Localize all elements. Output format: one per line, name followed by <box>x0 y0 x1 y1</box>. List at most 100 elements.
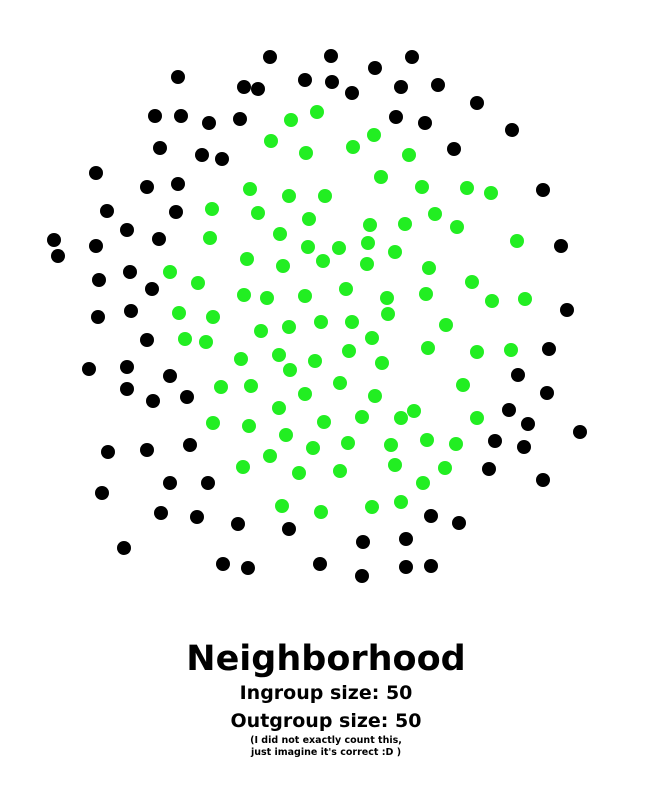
outgroup-dot <box>482 462 496 476</box>
outgroup-dot <box>95 486 109 500</box>
outgroup-dot <box>345 86 359 100</box>
outgroup-dot <box>120 360 134 374</box>
ingroup-dot <box>375 356 389 370</box>
outgroup-dot <box>140 333 154 347</box>
ingroup-dot <box>298 289 312 303</box>
outgroup-dot <box>560 303 574 317</box>
ingroup-dot <box>380 291 394 305</box>
ingroup-dot <box>272 401 286 415</box>
ingroup-dot <box>339 282 353 296</box>
outgroup-dot <box>554 239 568 253</box>
ingroup-dot <box>314 315 328 329</box>
outgroup-dot <box>368 61 382 75</box>
outgroup-dot <box>399 532 413 546</box>
ingroup-dot <box>333 464 347 478</box>
outgroup-dot <box>424 509 438 523</box>
ingroup-dot <box>384 438 398 452</box>
outgroup-dot <box>153 141 167 155</box>
ingroup-dot <box>279 428 293 442</box>
outgroup-dot <box>101 445 115 459</box>
outgroup-dot <box>120 223 134 237</box>
ingroup-dot <box>301 240 315 254</box>
ingroup-dot <box>360 257 374 271</box>
ingroup-dot <box>318 189 332 203</box>
outgroup-dot <box>237 80 251 94</box>
outgroup-dot <box>263 50 277 64</box>
outgroup-dot <box>573 425 587 439</box>
outgroup-dot <box>195 148 209 162</box>
ingroup-dot <box>273 227 287 241</box>
ingroup-dot <box>460 181 474 195</box>
ingroup-dot <box>342 344 356 358</box>
outgroup-dot <box>521 417 535 431</box>
outgroup-size-label: Outgroup size: 50 <box>230 710 422 732</box>
ingroup-dot <box>450 220 464 234</box>
ingroup-dot <box>191 276 205 290</box>
outgroup-dot <box>505 123 519 137</box>
ingroup-dot <box>365 331 379 345</box>
ingroup-dot <box>236 460 250 474</box>
ingroup-dot <box>276 259 290 273</box>
outgroup-dot <box>145 282 159 296</box>
ingroup-dot <box>485 294 499 308</box>
ingroup-dot <box>264 134 278 148</box>
outgroup-dot <box>424 559 438 573</box>
ingroup-dot <box>374 170 388 184</box>
ingroup-dot <box>243 182 257 196</box>
outgroup-dot <box>488 434 502 448</box>
ingroup-dot <box>367 128 381 142</box>
outgroup-dot <box>174 109 188 123</box>
outgroup-dot <box>91 310 105 324</box>
outgroup-dot <box>536 183 550 197</box>
outgroup-dot <box>502 403 516 417</box>
ingroup-dot <box>283 363 297 377</box>
outgroup-dot <box>92 273 106 287</box>
ingroup-dot <box>439 318 453 332</box>
ingroup-dot <box>163 265 177 279</box>
disclaimer-note-line-2: just imagine it's correct :D ) <box>250 747 402 758</box>
ingroup-dot <box>449 437 463 451</box>
ingroup-dot <box>242 419 256 433</box>
ingroup-size-label: Ingroup size: 50 <box>239 682 413 704</box>
outgroup-dot <box>540 386 554 400</box>
ingroup-dot <box>361 236 375 250</box>
ingroup-dot <box>206 416 220 430</box>
ingroup-dot <box>345 315 359 329</box>
outgroup-dot <box>251 82 265 96</box>
ingroup-dot <box>470 411 484 425</box>
outgroup-dot <box>313 557 327 571</box>
ingroup-dot <box>419 287 433 301</box>
outgroup-dot <box>418 116 432 130</box>
outgroup-dot <box>431 78 445 92</box>
ingroup-dot <box>422 261 436 275</box>
outgroup-dot <box>154 506 168 520</box>
outgroup-dot <box>231 517 245 531</box>
ingroup-dot <box>317 415 331 429</box>
outgroup-dot <box>140 443 154 457</box>
outgroup-dot <box>163 476 177 490</box>
ingroup-dot <box>465 275 479 289</box>
ingroup-dot <box>172 306 186 320</box>
outgroup-dot <box>325 75 339 89</box>
ingroup-dot <box>394 495 408 509</box>
ingroup-dot <box>314 505 328 519</box>
ingroup-dot <box>263 449 277 463</box>
ingroup-dot <box>240 252 254 266</box>
ingroup-dot <box>456 378 470 392</box>
ingroup-dot <box>363 218 377 232</box>
outgroup-dot <box>201 476 215 490</box>
outgroup-dot <box>124 304 138 318</box>
outgroup-dot <box>120 382 134 396</box>
outgroup-dot <box>517 440 531 454</box>
outgroup-dot <box>282 522 296 536</box>
ingroup-dot <box>333 376 347 390</box>
outgroup-dot <box>82 362 96 376</box>
ingroup-dot <box>292 466 306 480</box>
outgroup-dot <box>399 560 413 574</box>
ingroup-dot <box>407 404 421 418</box>
outgroup-dot <box>536 473 550 487</box>
ingroup-dot <box>234 352 248 366</box>
ingroup-dot <box>244 379 258 393</box>
ingroup-dot <box>420 433 434 447</box>
ingroup-dot <box>206 310 220 324</box>
